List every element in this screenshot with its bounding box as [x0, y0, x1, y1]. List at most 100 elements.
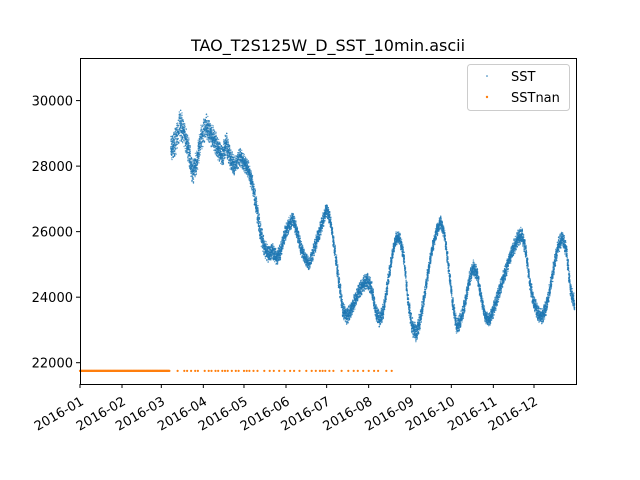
- sst-point: [205, 116, 207, 119]
- sst-point: [266, 259, 268, 262]
- sst-point: [327, 207, 329, 209]
- sst-point: [333, 241, 335, 243]
- sst-point: [283, 243, 286, 245]
- sst-point: [333, 239, 335, 241]
- sst-point: [334, 247, 336, 250]
- sst-point: [201, 124, 204, 126]
- sst-point: [189, 158, 192, 160]
- sst-point: [309, 265, 311, 267]
- sst-point: [228, 145, 231, 147]
- sst-point: [341, 298, 343, 301]
- sst-point: [227, 141, 229, 143]
- sst-point: [340, 297, 342, 299]
- sst-point: [266, 248, 269, 250]
- sst-point: [209, 123, 211, 125]
- sst-point: [298, 236, 300, 238]
- sst-point: [204, 122, 207, 124]
- sst-point: [247, 166, 250, 168]
- sst-point: [287, 233, 289, 235]
- sst-point: [243, 155, 246, 157]
- sst-point: [258, 222, 260, 225]
- sst-point: [197, 168, 199, 170]
- sst-point: [231, 151, 233, 153]
- sst-point: [324, 217, 326, 220]
- sst-point: [188, 145, 190, 147]
- sst-point: [340, 292, 342, 294]
- sst-point: [211, 124, 213, 127]
- sst-point: [273, 245, 275, 248]
- sst-point: [320, 234, 322, 236]
- sst-point: [213, 146, 215, 148]
- sst-point: [253, 183, 255, 186]
- sst-point: [246, 161, 248, 163]
- sst-point: [180, 137, 182, 139]
- sst-point: [257, 211, 259, 213]
- sst-point: [205, 136, 207, 138]
- sst-point: [174, 128, 177, 130]
- sst-point: [221, 163, 223, 166]
- sst-point: [316, 245, 318, 247]
- sst-point: [233, 174, 235, 176]
- sst-point: [202, 145, 204, 148]
- sst-point: [214, 132, 216, 135]
- sst-point: [306, 254, 308, 256]
- sst-point: [180, 114, 182, 117]
- sst-point: [199, 149, 202, 151]
- sst-point: [182, 126, 185, 128]
- sst-point: [177, 137, 179, 140]
- sst-point: [189, 150, 191, 152]
- sst-point: [314, 240, 316, 242]
- sst-point: [340, 290, 342, 293]
- sst-point: [303, 249, 305, 252]
- sst-point: [176, 137, 178, 140]
- sst-point: [329, 211, 331, 213]
- sst-point: [181, 114, 183, 117]
- sst-point: [174, 154, 176, 157]
- sst-point: [207, 127, 209, 129]
- sst-point: [258, 213, 260, 215]
- sst-point: [343, 317, 345, 319]
- sst-point: [256, 221, 259, 223]
- sst-point: [285, 222, 288, 224]
- sst-point: [215, 134, 217, 136]
- sst-point: [251, 175, 254, 177]
- sst-point: [194, 174, 196, 176]
- sst-point: [180, 109, 182, 112]
- sst-point: [191, 158, 193, 160]
- sst-point: [240, 154, 243, 156]
- sst-point: [320, 230, 322, 233]
- sst-point: [188, 142, 190, 145]
- sst-point: [222, 160, 225, 162]
- sst-point: [206, 135, 209, 137]
- sst-point: [252, 182, 254, 184]
- series-sst: [170, 109, 576, 343]
- sst-point: [272, 244, 274, 246]
- sst-point: [266, 243, 268, 246]
- sst-point: [279, 254, 282, 257]
- sst-point: [294, 217, 296, 220]
- sst-point: [184, 131, 186, 133]
- sst-point: [263, 253, 265, 256]
- sst-point: [191, 162, 193, 165]
- sst-point: [205, 113, 208, 115]
- sst-point: [338, 276, 340, 279]
- sst-point: [224, 152, 226, 154]
- sst-point: [326, 205, 328, 207]
- sst-point: [337, 269, 339, 272]
- sst-point: [201, 148, 203, 150]
- sst-point: [205, 120, 208, 122]
- sst-point: [201, 125, 203, 128]
- sst-point: [171, 135, 174, 138]
- sst-point: [206, 122, 208, 124]
- sst-point: [240, 166, 242, 168]
- sst-point: [175, 137, 177, 139]
- sst-point: [313, 252, 315, 254]
- sst-point: [212, 125, 214, 127]
- sst-point: [290, 227, 292, 230]
- sst-point: [298, 232, 300, 234]
- sst-point: [200, 130, 202, 132]
- sst-point: [242, 157, 244, 159]
- sst-point: [188, 137, 190, 139]
- sst-point: [265, 242, 267, 245]
